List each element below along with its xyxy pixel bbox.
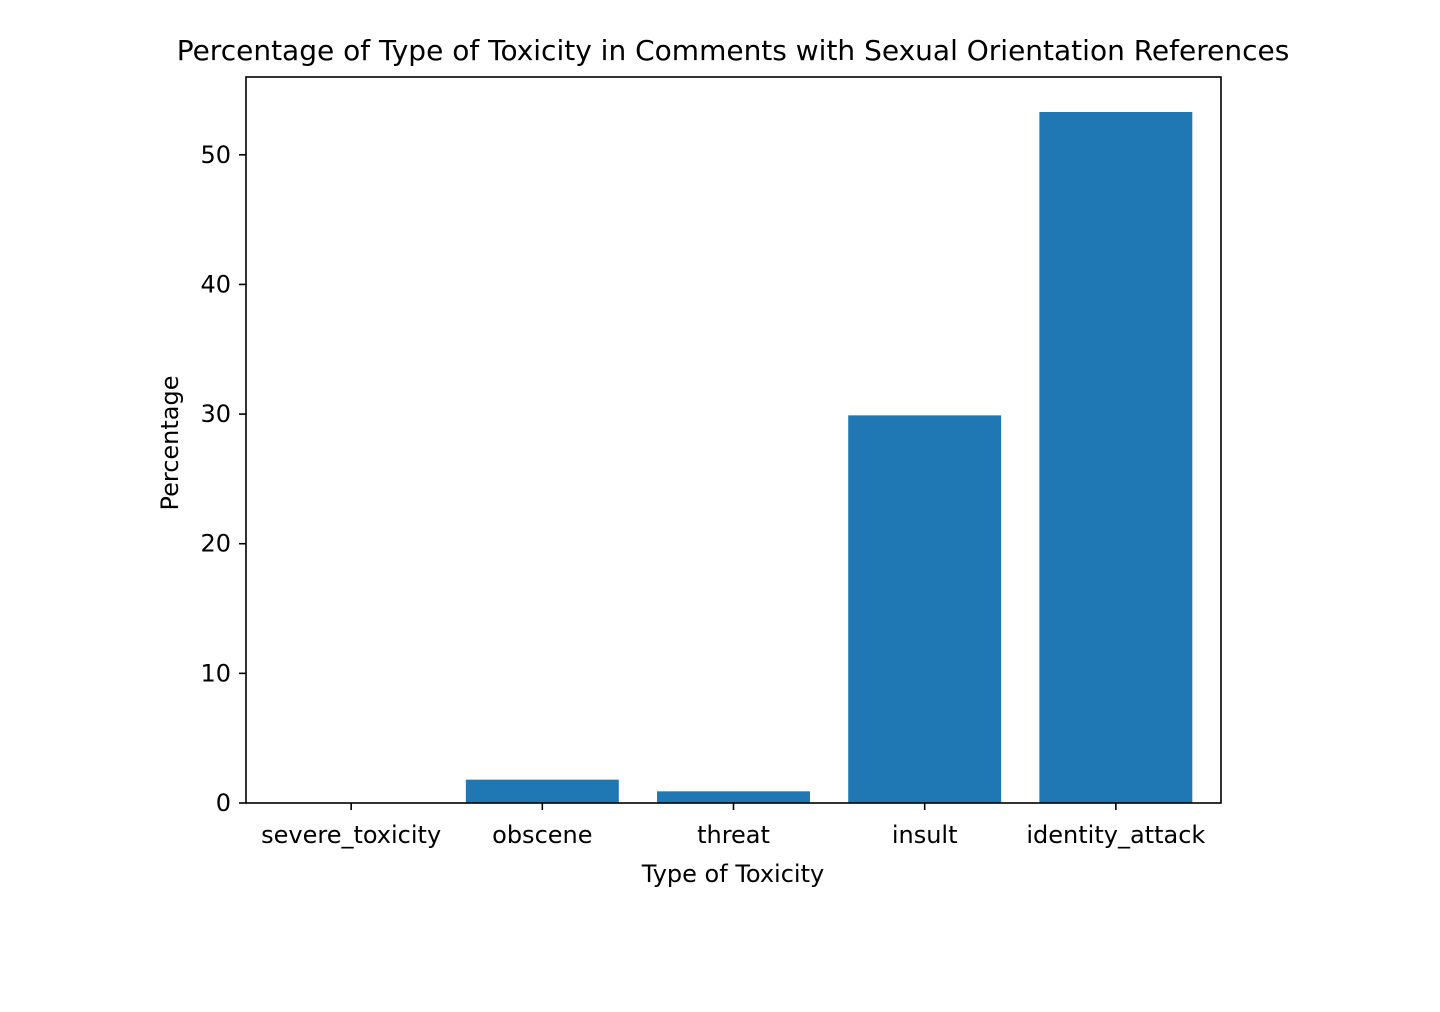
bar-insult <box>848 415 1002 803</box>
y-tick-label: 40 <box>200 270 231 298</box>
bar-obscene <box>465 779 619 803</box>
x-tick-label: identity_attack <box>1026 821 1205 849</box>
x-tick-label: threat <box>697 821 770 849</box>
y-axis-label: Percentage <box>156 375 184 510</box>
x-axis-label: Type of Toxicity <box>641 860 824 888</box>
x-tick-label: obscene <box>492 821 592 849</box>
y-axis-ticks: 0 10 20 30 40 50 <box>200 141 246 817</box>
y-tick-label: 10 <box>200 659 231 687</box>
plot-frame <box>245 76 1222 804</box>
y-tick-label: 30 <box>200 400 231 428</box>
x-tick-label: insult <box>892 821 958 849</box>
x-axis-ticks: severe_toxicity obscene threat insult identi… <box>261 803 1205 849</box>
chart-title: Percentage of Type of Toxicity in Commen… <box>177 34 1290 67</box>
bar-threat <box>657 791 810 803</box>
y-tick-label: 0 <box>216 789 231 817</box>
y-tick-label: 50 <box>200 141 231 169</box>
bar-identity-attack <box>1039 112 1193 803</box>
bars <box>465 112 1193 803</box>
x-tick-label: severe_toxicity <box>261 821 441 849</box>
y-tick-label: 20 <box>200 530 231 558</box>
